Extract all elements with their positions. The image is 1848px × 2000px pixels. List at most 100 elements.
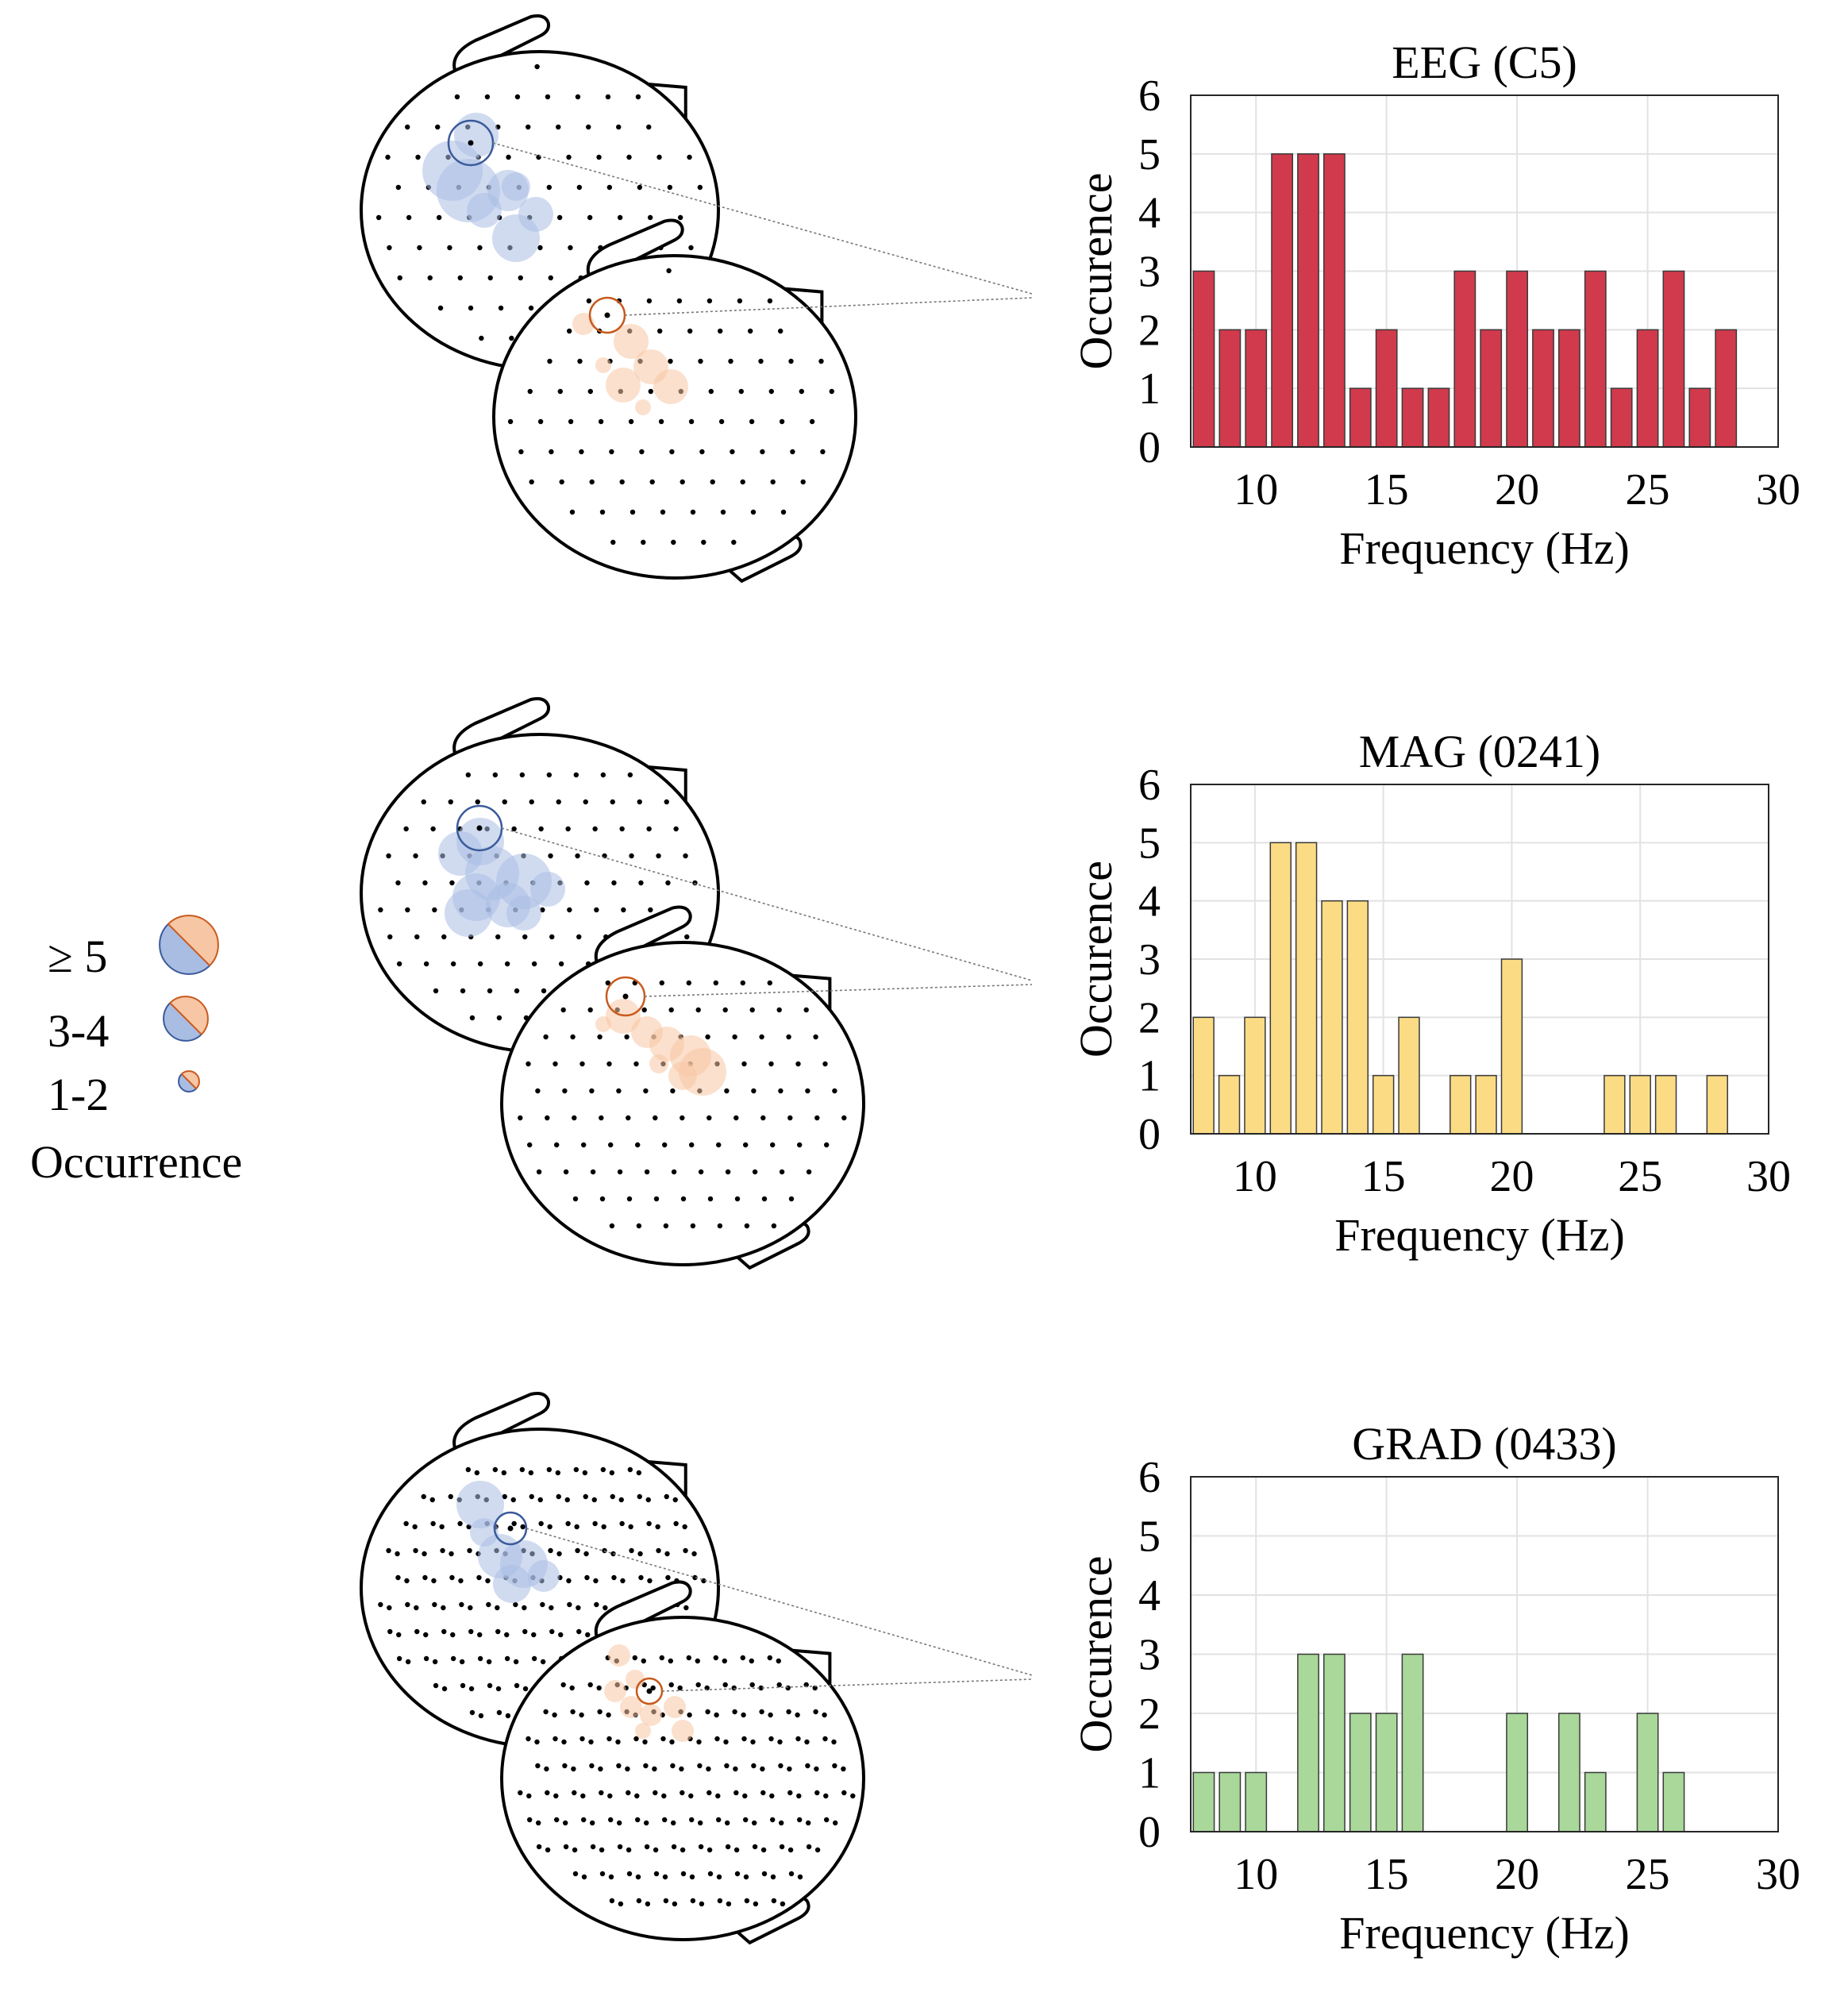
sensor-dot [814,1115,820,1121]
sensor-dot [598,418,604,425]
sensor-dot [478,1713,484,1719]
sensor-dot [760,449,765,455]
sensor-dot [720,509,726,515]
sensor-dot [504,1655,510,1662]
sensor-dot [716,1142,722,1148]
sensor-dot [803,1007,809,1013]
sensor-dot [618,1901,624,1907]
sensor-dot [795,1061,801,1067]
sensor-dot [496,1709,502,1716]
sensor-dot [586,124,591,130]
sensor-dot [585,1632,591,1638]
sensor-dot [526,124,531,130]
bar [1244,1016,1266,1135]
sensor-dot [609,1898,615,1904]
sensor-dot [643,1088,649,1094]
sensor-dot [669,1739,675,1745]
sensor-dot [386,853,391,859]
sensor-dot [619,1520,625,1527]
sensor-dot [406,214,412,221]
sensor-dot [574,1524,579,1530]
sensor-dot [495,1686,502,1692]
legend-title: Occurrence [30,1136,242,1188]
sensor-dot [403,1520,409,1527]
sensor-dot [561,1739,567,1745]
sensor-dot [610,799,615,805]
sensor-dot [573,1466,579,1473]
sensor-dot [655,1524,660,1530]
sensor-dot [697,1763,703,1769]
sensor-dot [692,880,698,886]
legend-half-blue [179,1073,197,1092]
sensor-dot [748,328,753,334]
sensor-dot [404,1578,410,1584]
bar [1372,1074,1395,1135]
sensor-dot [495,1605,500,1611]
sensor-dot [698,1169,704,1175]
sensor-dot [511,826,517,832]
sensor-dot [570,1034,576,1040]
sensor-dot [707,1196,714,1202]
occurrence-blob [502,172,530,201]
sensor-dot [777,1739,783,1745]
sensor-dot [657,328,663,334]
legend-label-3-4: 3-4 [48,1005,109,1057]
sensor-dot [790,449,795,455]
sensor-dot [648,907,653,913]
sensor-dot [698,1820,703,1826]
sensor-dot [814,1766,819,1772]
sensor-dot [725,1169,731,1175]
sensor-dot [795,1712,800,1718]
sensor-dot [695,1682,701,1688]
sensor-dot [707,1871,714,1877]
sensor-dot [554,1142,560,1148]
sensor-dot [510,1497,516,1503]
sensor-dot [527,388,533,395]
sensor-dot [477,1655,483,1662]
sensor-dot [806,1820,811,1826]
bar [1604,1074,1626,1135]
sensor-dot [734,1871,741,1877]
sensor-dot [547,1524,552,1530]
sensor-dot [806,1844,812,1850]
head-outline [500,1616,865,1941]
bar [1706,1074,1728,1135]
sensor-dot [474,1470,480,1476]
sensor-dot [653,1790,658,1796]
sensor-dot [513,1659,519,1665]
x-tick-label: 30 [1756,465,1800,514]
sensor-dot [421,1493,426,1500]
sensor-dot [680,1115,685,1121]
sensor-dot [637,1493,642,1500]
x-tick-label: 25 [1626,1850,1670,1899]
sensor-dot [760,1115,766,1121]
sensor-dot [495,934,501,940]
y-tick-label: 3 [1138,248,1161,297]
sensor-dot [621,907,626,913]
chart-1: 0 1 2 3 4 5 6 10 15 20 25 30 MAG (0241) Frequency (Hz… [1070,726,1791,1261]
sensor-dot [760,1790,766,1796]
occurrence-blob [635,1723,651,1739]
sensor-dot [760,1766,765,1772]
sensor-dot [824,1142,830,1148]
sensor-dot [770,1817,776,1823]
x-tick-label: 25 [1618,1152,1662,1201]
sensor-dot [433,988,439,994]
occurrence-blob [614,324,649,359]
sensor-dot [552,1061,558,1067]
bar [1349,1713,1372,1832]
sensor-dot [396,961,402,967]
occurrence-blob [672,1720,694,1742]
sensor-dot [690,509,696,515]
sensor-dot [502,1493,507,1500]
sensor-dot [680,1847,686,1853]
sensor-dot [632,1655,637,1661]
sensor-dot [448,1493,453,1500]
legend-edge-orange [169,996,209,1035]
sensor-dot [590,1844,596,1850]
sensor-dot [656,154,662,160]
sensor-dot [579,1736,585,1742]
sensor-dot [750,1739,756,1745]
sensor-dot [696,1739,702,1745]
